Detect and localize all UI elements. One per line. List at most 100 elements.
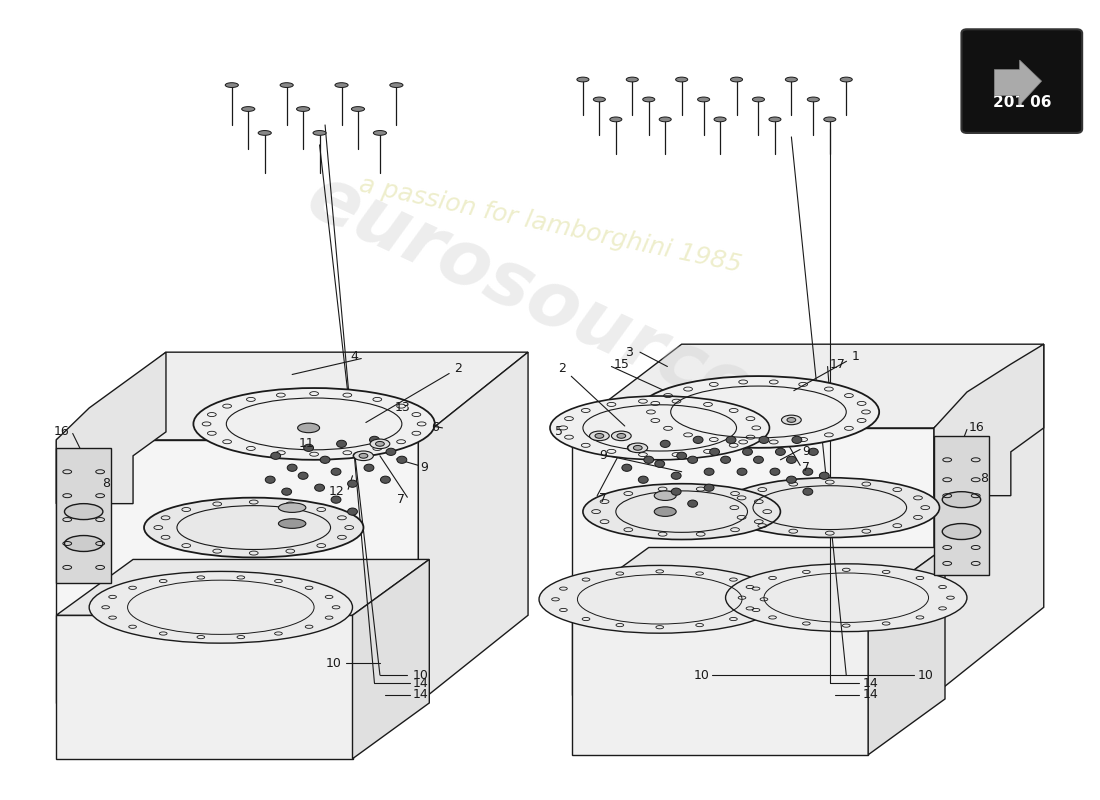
Ellipse shape xyxy=(671,488,681,495)
Polygon shape xyxy=(572,428,934,695)
Ellipse shape xyxy=(334,82,348,87)
Ellipse shape xyxy=(742,448,752,455)
FancyBboxPatch shape xyxy=(961,30,1082,133)
Text: 16: 16 xyxy=(54,426,69,438)
Polygon shape xyxy=(418,352,528,703)
Text: 2: 2 xyxy=(366,362,462,422)
Polygon shape xyxy=(56,352,528,440)
Ellipse shape xyxy=(539,566,780,633)
Ellipse shape xyxy=(282,488,292,495)
Text: 11: 11 xyxy=(298,438,315,450)
Ellipse shape xyxy=(654,460,664,467)
Text: 7: 7 xyxy=(600,491,607,505)
Ellipse shape xyxy=(331,496,341,503)
Ellipse shape xyxy=(389,82,403,87)
Ellipse shape xyxy=(609,117,622,122)
Text: eurosources: eurosources xyxy=(295,159,805,450)
Polygon shape xyxy=(934,344,1044,695)
Ellipse shape xyxy=(759,436,769,443)
Ellipse shape xyxy=(786,418,795,422)
Text: 10: 10 xyxy=(917,669,934,682)
Ellipse shape xyxy=(65,504,103,519)
Ellipse shape xyxy=(634,446,642,450)
Polygon shape xyxy=(934,344,1044,496)
Ellipse shape xyxy=(397,456,407,463)
Ellipse shape xyxy=(660,440,670,447)
Text: 9: 9 xyxy=(802,446,811,458)
Ellipse shape xyxy=(638,376,879,448)
Ellipse shape xyxy=(803,468,813,475)
Ellipse shape xyxy=(89,571,352,643)
Ellipse shape xyxy=(754,456,763,463)
Ellipse shape xyxy=(792,436,802,443)
Ellipse shape xyxy=(693,436,703,443)
Polygon shape xyxy=(572,603,868,754)
Text: 8: 8 xyxy=(102,478,110,490)
Ellipse shape xyxy=(226,82,239,87)
Text: 13: 13 xyxy=(394,402,410,414)
Ellipse shape xyxy=(704,468,714,475)
Ellipse shape xyxy=(710,448,719,455)
Ellipse shape xyxy=(726,436,736,443)
Ellipse shape xyxy=(370,436,379,443)
Ellipse shape xyxy=(315,484,324,491)
Polygon shape xyxy=(868,547,945,754)
Polygon shape xyxy=(56,448,111,583)
Text: 2: 2 xyxy=(559,362,625,426)
Text: 14: 14 xyxy=(412,677,429,690)
Ellipse shape xyxy=(595,434,604,438)
Ellipse shape xyxy=(808,448,818,455)
Text: 16: 16 xyxy=(969,422,984,434)
Ellipse shape xyxy=(593,97,605,102)
Text: 7: 7 xyxy=(802,462,811,474)
Text: 9: 9 xyxy=(600,450,607,462)
Polygon shape xyxy=(572,344,1044,428)
Ellipse shape xyxy=(65,535,103,551)
Ellipse shape xyxy=(769,117,781,122)
Text: 10: 10 xyxy=(326,657,341,670)
Text: 6: 6 xyxy=(431,422,439,434)
Ellipse shape xyxy=(381,476,390,483)
Ellipse shape xyxy=(314,130,327,135)
Ellipse shape xyxy=(638,476,648,483)
Ellipse shape xyxy=(654,491,676,501)
Polygon shape xyxy=(352,559,429,758)
Ellipse shape xyxy=(359,454,367,458)
Polygon shape xyxy=(56,559,429,615)
Ellipse shape xyxy=(364,464,374,471)
Ellipse shape xyxy=(627,444,637,451)
Text: 14: 14 xyxy=(862,689,879,702)
Ellipse shape xyxy=(297,106,310,111)
Polygon shape xyxy=(934,436,989,575)
Ellipse shape xyxy=(943,523,981,539)
Ellipse shape xyxy=(583,484,780,539)
Ellipse shape xyxy=(621,464,631,471)
Ellipse shape xyxy=(258,130,272,135)
Text: 4: 4 xyxy=(350,350,358,362)
Ellipse shape xyxy=(373,130,386,135)
Ellipse shape xyxy=(704,484,714,491)
Ellipse shape xyxy=(671,472,681,479)
Ellipse shape xyxy=(786,456,796,463)
Text: 201 06: 201 06 xyxy=(992,94,1052,110)
Ellipse shape xyxy=(348,480,358,487)
Ellipse shape xyxy=(331,468,341,475)
Ellipse shape xyxy=(840,77,852,82)
Text: 7: 7 xyxy=(397,493,405,506)
Ellipse shape xyxy=(776,448,785,455)
Ellipse shape xyxy=(943,492,981,508)
Ellipse shape xyxy=(644,456,653,463)
Ellipse shape xyxy=(688,456,697,463)
Ellipse shape xyxy=(628,443,648,453)
Ellipse shape xyxy=(576,77,588,82)
Polygon shape xyxy=(572,547,945,603)
Ellipse shape xyxy=(785,77,798,82)
Ellipse shape xyxy=(737,468,747,475)
Text: 17: 17 xyxy=(829,358,846,370)
Ellipse shape xyxy=(786,476,796,483)
Ellipse shape xyxy=(278,518,306,528)
Text: 3: 3 xyxy=(625,346,632,358)
Ellipse shape xyxy=(659,117,671,122)
Ellipse shape xyxy=(375,442,384,446)
Text: 8: 8 xyxy=(980,472,988,485)
